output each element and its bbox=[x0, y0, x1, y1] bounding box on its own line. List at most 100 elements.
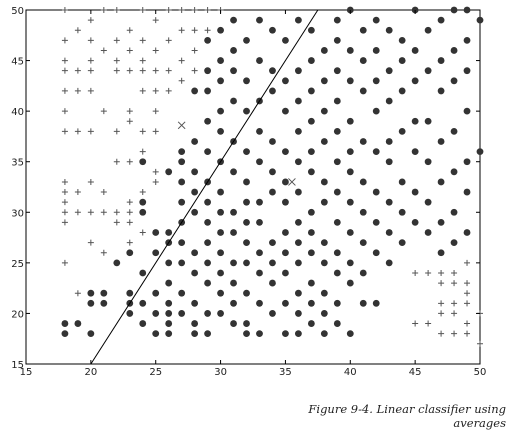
circle-point bbox=[217, 127, 224, 135]
plus-point bbox=[61, 259, 68, 266]
circle-point bbox=[295, 239, 302, 247]
data-marks bbox=[61, 6, 484, 365]
circle-point bbox=[359, 208, 367, 216]
circle-point bbox=[320, 239, 328, 247]
plus-point bbox=[74, 290, 81, 297]
circle-point bbox=[398, 87, 406, 95]
plus-point bbox=[126, 158, 133, 165]
circle-point bbox=[359, 178, 367, 186]
plus-point bbox=[126, 209, 133, 216]
plus-point bbox=[100, 7, 107, 13]
plus-point bbox=[438, 300, 445, 307]
plus-point bbox=[464, 300, 471, 307]
circle-point bbox=[204, 310, 212, 317]
circle-point bbox=[307, 87, 315, 95]
circle-point bbox=[165, 168, 173, 176]
plus-point bbox=[152, 47, 159, 54]
plus-point bbox=[139, 128, 146, 135]
plus-point bbox=[87, 17, 94, 24]
plus-point bbox=[438, 269, 445, 276]
circle-point bbox=[126, 310, 134, 317]
circle-point bbox=[243, 36, 250, 44]
circle-point bbox=[165, 330, 173, 338]
circle-point bbox=[139, 320, 147, 327]
circle-point bbox=[411, 77, 419, 85]
circle-point bbox=[204, 330, 212, 338]
circle-point bbox=[230, 259, 237, 267]
circle-point bbox=[385, 26, 393, 34]
circle-point bbox=[204, 198, 212, 206]
circle-point bbox=[424, 67, 432, 75]
circle-point bbox=[333, 36, 341, 44]
plus-point bbox=[438, 330, 445, 337]
circle-point bbox=[282, 249, 289, 257]
plus-point bbox=[152, 87, 159, 94]
circle-point bbox=[256, 219, 263, 226]
circle-point bbox=[398, 36, 406, 44]
y-tick-label: 35 bbox=[11, 158, 24, 169]
circle-point bbox=[307, 168, 315, 176]
circle-point bbox=[204, 259, 212, 267]
circle-point bbox=[385, 97, 393, 105]
circle-point bbox=[191, 330, 199, 338]
plus-point bbox=[438, 280, 445, 287]
circle-point bbox=[320, 259, 328, 267]
circle-point bbox=[282, 77, 289, 85]
circle-point bbox=[307, 26, 315, 34]
circle-point bbox=[295, 330, 302, 338]
circle-point bbox=[295, 188, 302, 196]
circle-point bbox=[476, 16, 484, 24]
circle-point bbox=[152, 330, 160, 338]
circle-point bbox=[411, 219, 419, 226]
circle-point bbox=[100, 299, 108, 307]
plus-point bbox=[74, 209, 81, 216]
circle-point bbox=[307, 208, 315, 216]
circle-point bbox=[113, 259, 121, 267]
circle-point bbox=[450, 239, 458, 247]
circle-point bbox=[282, 178, 289, 186]
circle-point bbox=[463, 36, 471, 44]
circle-point bbox=[320, 198, 328, 206]
plus-point bbox=[126, 67, 133, 74]
plus-point bbox=[165, 37, 172, 44]
circle-point bbox=[256, 57, 263, 64]
circle-point bbox=[217, 289, 224, 297]
circle-point bbox=[152, 229, 160, 236]
plus-point bbox=[74, 87, 81, 94]
circle-point bbox=[191, 249, 199, 257]
circle-point bbox=[385, 259, 393, 267]
circle-point bbox=[346, 330, 354, 338]
circle-point bbox=[385, 67, 393, 75]
circle-point bbox=[139, 269, 147, 277]
plus-point bbox=[152, 178, 159, 185]
circle-point bbox=[307, 229, 315, 236]
circle-point bbox=[295, 289, 302, 297]
circle-point bbox=[372, 188, 380, 196]
circle-point bbox=[269, 87, 276, 95]
circle-point bbox=[165, 310, 173, 317]
circle-point bbox=[346, 168, 354, 176]
circle-point bbox=[424, 158, 432, 166]
circle-point bbox=[243, 239, 250, 247]
circle-point bbox=[139, 208, 147, 216]
plus-point bbox=[113, 128, 120, 135]
plus-point bbox=[464, 330, 471, 337]
circle-point bbox=[333, 269, 341, 277]
circle-point bbox=[424, 198, 432, 206]
circle-point bbox=[372, 107, 380, 115]
plus-point bbox=[74, 189, 81, 196]
circle-point bbox=[243, 320, 250, 327]
circle-point bbox=[333, 97, 341, 105]
plus-point bbox=[464, 280, 471, 287]
circle-point bbox=[256, 249, 263, 257]
circle-point bbox=[424, 26, 432, 34]
circle-point bbox=[359, 239, 367, 247]
plus-point bbox=[477, 340, 483, 347]
x-tick-label: 30 bbox=[214, 367, 227, 378]
circle-point bbox=[463, 188, 471, 196]
circle-point bbox=[450, 6, 458, 14]
plus-point bbox=[87, 57, 94, 64]
plus-point bbox=[61, 67, 68, 74]
circle-point bbox=[282, 36, 289, 44]
circle-point bbox=[411, 188, 419, 196]
